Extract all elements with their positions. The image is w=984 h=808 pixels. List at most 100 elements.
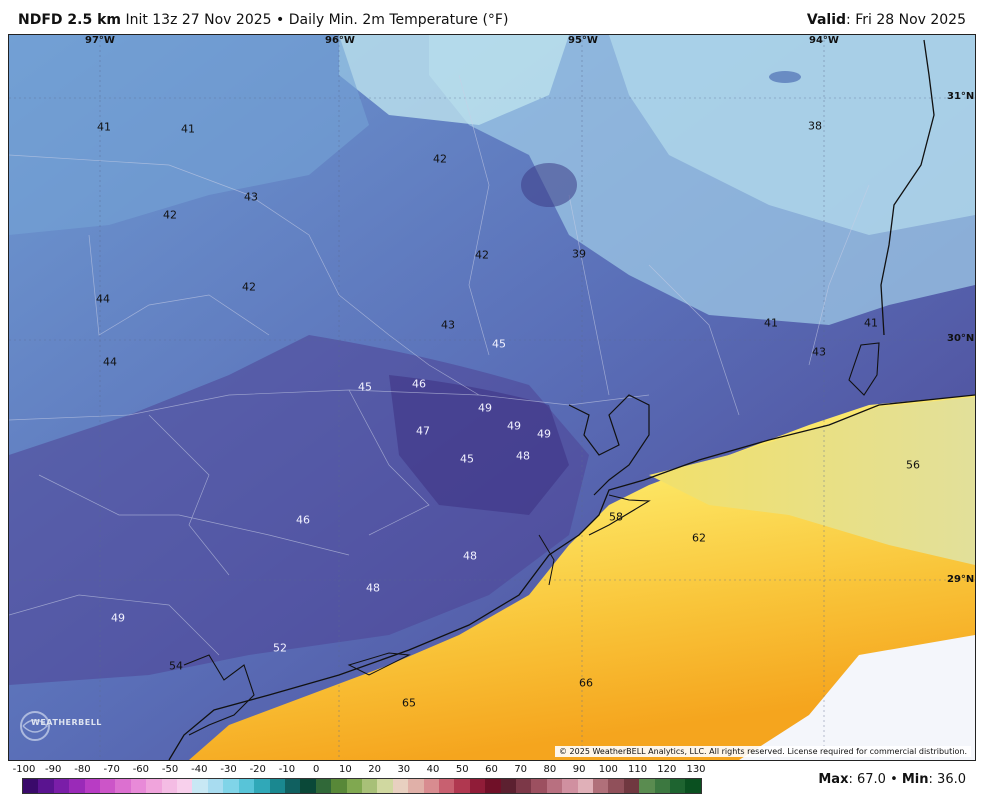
legend-tick-label: 60 <box>485 764 498 775</box>
max-min-stats: Max: 67.0 • Min: 36.0 <box>818 772 966 787</box>
legend-tick-label: 70 <box>514 764 528 775</box>
legend-color-swatch <box>361 779 378 793</box>
temp-label: 54 <box>169 659 183 673</box>
lat-label-31n: 31°N <box>947 91 975 102</box>
temp-label: 45 <box>358 380 372 394</box>
legend-tick-label: 100 <box>598 764 618 775</box>
legend-color-swatch <box>377 779 393 793</box>
min-value: : 36.0 <box>928 772 966 787</box>
valid-value: : Fri 28 Nov 2025 <box>846 12 966 28</box>
legend-color-swatch <box>207 779 224 793</box>
temp-label: 58 <box>609 510 623 524</box>
temp-label: 49 <box>507 419 521 433</box>
legend-colorbar <box>22 778 702 794</box>
legend-tick-label: -90 <box>45 764 62 775</box>
legend-color-swatch <box>177 779 193 793</box>
legend-tick-label: -70 <box>103 764 120 775</box>
legend-color-swatch <box>69 779 85 793</box>
legend-color-swatch <box>346 779 362 793</box>
legend-color-swatch <box>670 779 686 793</box>
legend-color-swatch <box>500 779 516 793</box>
temp-label: 48 <box>463 549 477 563</box>
legend-tick-label: -60 <box>132 764 150 775</box>
lon-label-96w: 96°W <box>325 35 355 46</box>
legend-color-swatch <box>100 779 116 793</box>
legend-color-swatch <box>531 779 547 793</box>
legend-tick-label: -50 <box>161 764 179 775</box>
legend-tick-label: 50 <box>455 764 469 775</box>
legend-color-swatch <box>577 779 594 793</box>
legend-color-swatch <box>485 779 501 793</box>
temp-label: 49 <box>111 611 125 625</box>
legend-tick-label: 20 <box>368 764 381 775</box>
temp-label: 62 <box>692 531 706 545</box>
temp-label: 44 <box>103 355 117 369</box>
legend-tick-label: -20 <box>249 764 266 775</box>
legend-color-swatch <box>454 779 470 793</box>
lon-label-97w: 97°W <box>85 35 115 46</box>
legend-color-swatch <box>685 779 701 793</box>
legend-color-swatch <box>38 779 54 793</box>
temp-label: 42 <box>242 280 256 294</box>
legend-color-swatch <box>53 779 70 793</box>
temp-label: 43 <box>441 318 455 332</box>
legend-color-swatch <box>562 779 578 793</box>
legend-tick-label: -40 <box>191 764 208 775</box>
temp-label: 43 <box>812 345 826 359</box>
temp-label: 49 <box>537 427 551 441</box>
temp-label: 56 <box>906 458 920 472</box>
temp-label: 47 <box>416 424 430 438</box>
temp-label: 41 <box>864 316 878 330</box>
legend-color-swatch <box>130 779 147 793</box>
stats-separator: • <box>885 772 902 787</box>
temp-label: 44 <box>96 292 110 306</box>
temp-label: 49 <box>478 401 492 415</box>
copyright-notice: © 2025 WeatherBELL Analytics, LLC. All r… <box>555 746 971 757</box>
lon-label-94w: 94°W <box>809 35 839 46</box>
legend-color-swatch <box>639 779 655 793</box>
color-legend: -100 -90 -80 -70 -60 -50 -40 -30 -20 -10 0 10 20 30 40… <box>13 764 706 804</box>
legend-tick-label: 120 <box>657 764 677 775</box>
legend-color-swatch <box>438 779 455 793</box>
legend-color-swatch <box>654 779 671 793</box>
temp-label: 39 <box>572 247 586 261</box>
max-label: Max <box>818 772 849 787</box>
legend-tick-label: -100 <box>12 764 36 775</box>
temp-label: 65 <box>402 696 416 710</box>
map-graphic <box>9 35 975 760</box>
temperature-map[interactable]: 97°W 96°W 95°W 94°W 31°N 30°N 29°N 41 41… <box>8 34 976 761</box>
legend-color-swatch <box>546 779 563 793</box>
legend-tick-label: -30 <box>220 764 237 775</box>
legend-color-swatch <box>331 779 347 793</box>
legend-tick-label: 0 <box>312 764 320 775</box>
temp-label: 48 <box>366 581 380 595</box>
temp-label: 41 <box>181 122 195 136</box>
temp-label: 42 <box>433 152 447 166</box>
legend-color-swatch <box>315 779 332 793</box>
legend-color-swatch <box>269 779 285 793</box>
legend-tick-label: -80 <box>74 764 91 775</box>
model-name: NDFD 2.5 km <box>18 12 121 28</box>
weatherbell-logo: WEATHERBELL <box>15 706 105 746</box>
legend-color-swatch <box>623 779 640 793</box>
legend-color-swatch <box>23 779 39 793</box>
init-and-variable: Init 13z 27 Nov 2025 • Daily Min. 2m Tem… <box>125 12 509 28</box>
legend-color-swatch <box>608 779 624 793</box>
legend-color-swatch <box>146 779 162 793</box>
logo-text: WEATHERBELL <box>31 718 102 727</box>
legend-tick-label: 90 <box>572 764 586 775</box>
legend-color-swatch <box>284 779 301 793</box>
legend-color-swatch <box>392 779 409 793</box>
temp-label: 66 <box>579 676 593 690</box>
legend-color-swatch <box>115 779 131 793</box>
legend-color-swatch <box>223 779 239 793</box>
temp-label: 48 <box>516 449 530 463</box>
legend-color-swatch <box>593 779 609 793</box>
legend-color-swatch <box>192 779 208 793</box>
legend-color-swatch <box>516 779 532 793</box>
legend-tick-label: -10 <box>278 764 296 775</box>
lat-label-29n: 29°N <box>947 574 975 585</box>
temp-label: 41 <box>764 316 778 330</box>
legend-color-swatch <box>238 779 255 793</box>
header-bar: NDFD 2.5 km Init 13z 27 Nov 2025 • Daily… <box>0 0 984 34</box>
